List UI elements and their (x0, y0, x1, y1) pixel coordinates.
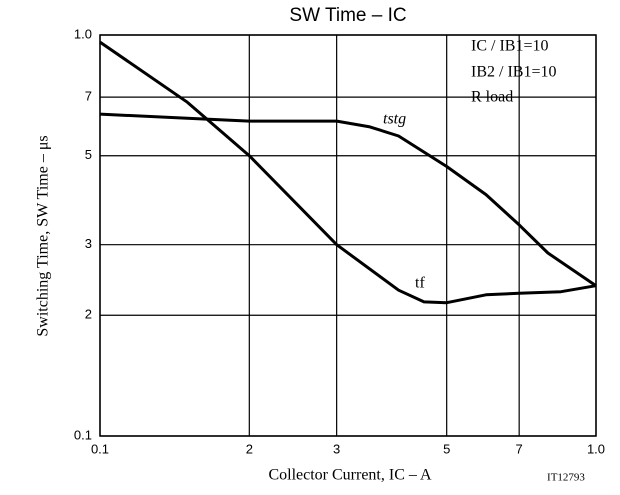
x-tick-label: 2 (246, 441, 253, 456)
annotation: IC / IB1=10 (471, 38, 548, 55)
x-tick-label: 7 (516, 441, 523, 456)
y-tick-label: 7 (85, 89, 92, 104)
series-label: tstg (383, 111, 406, 128)
x-tick-label: 1.0 (587, 441, 605, 456)
series-line (99, 112, 597, 287)
y-tick-label: 0.1 (74, 427, 92, 442)
chart-title: SW Time – IC (289, 5, 406, 26)
x-axis-label: Collector Current, IC – A (268, 467, 432, 484)
y-axis-label: Switching Time, SW Time – μs (35, 135, 52, 336)
y-tick-label: 2 (85, 307, 92, 322)
plot-frame (99, 34, 597, 437)
y-tick-label: 5 (85, 147, 92, 162)
figure-code: IT12793 (547, 472, 585, 484)
annotation: IB2 / IB1=10 (471, 64, 556, 81)
series-line (99, 40, 597, 305)
y-tick-label: 3 (85, 236, 92, 251)
x-tick-label: 3 (333, 441, 340, 456)
y-tick-label: 1.0 (74, 26, 92, 41)
series-label: tf (415, 275, 425, 292)
x-tick-label: 5 (443, 441, 450, 456)
x-tick-label: 0.1 (91, 441, 109, 456)
